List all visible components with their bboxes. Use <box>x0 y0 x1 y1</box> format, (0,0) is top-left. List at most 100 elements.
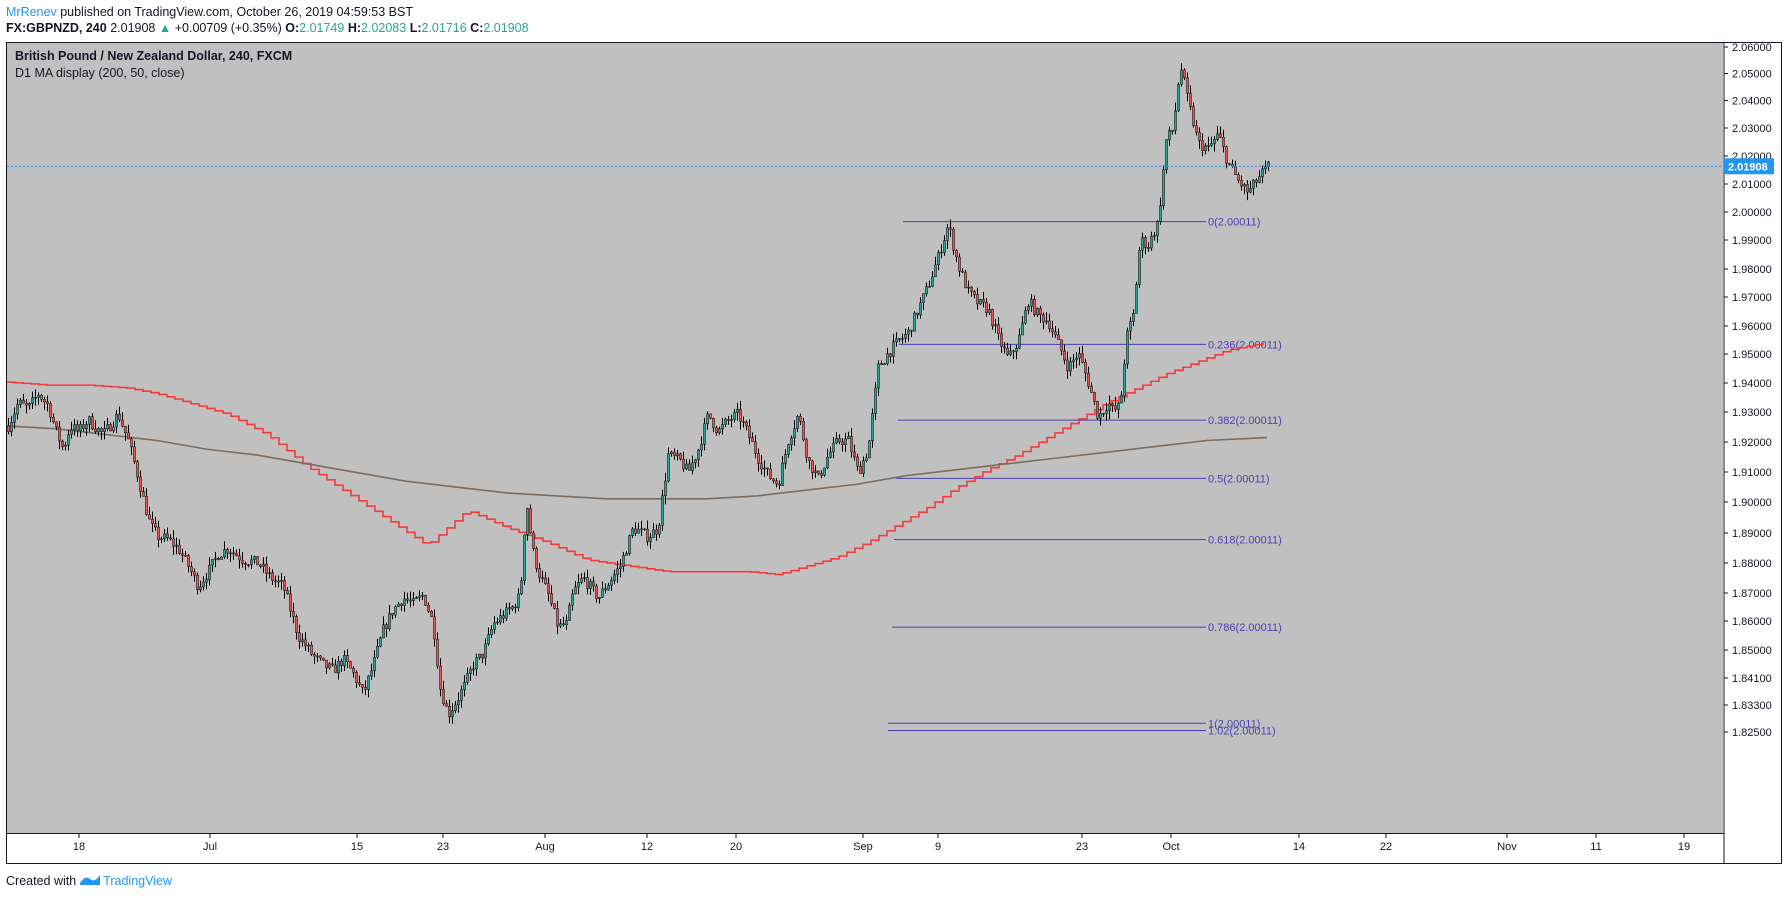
candle-body <box>823 467 826 476</box>
candle-body <box>541 577 544 579</box>
candle-body <box>811 460 814 473</box>
candle-body <box>784 454 787 464</box>
candle-body <box>322 657 325 661</box>
candle-body <box>94 428 97 433</box>
candle-body <box>289 593 292 612</box>
candle-body <box>1171 130 1174 132</box>
candle-body <box>1183 69 1186 79</box>
candle-body <box>76 424 79 432</box>
fib-level-label: 0.786(2.00011) <box>1208 622 1282 634</box>
time-tick-label: 11 <box>1590 841 1601 853</box>
candle-body <box>580 578 583 583</box>
candle-body <box>298 632 301 643</box>
chart-container[interactable]: 0(2.00011) 0.236(2.00011) 0.382(2.00011) 0.… <box>6 42 1782 869</box>
candle-body <box>583 577 586 579</box>
tradingview-link[interactable]: TradingView <box>103 873 172 888</box>
candle-body <box>1000 333 1003 347</box>
candle-body <box>868 440 871 459</box>
candle-body <box>817 470 820 474</box>
candle-body <box>1117 402 1120 410</box>
candle-body <box>907 329 910 335</box>
price-tag-box <box>1724 158 1774 175</box>
candle-body <box>715 427 718 433</box>
candle-body <box>460 689 463 701</box>
candle-body <box>172 538 175 547</box>
candle-body <box>478 653 481 659</box>
price-tick-label: 2.06000 <box>1732 42 1772 54</box>
candle-body <box>1249 187 1252 193</box>
candle-body <box>253 556 256 561</box>
candle-body <box>664 480 667 496</box>
fib-level-label: 1.02(2.00011) <box>1208 726 1276 738</box>
candle-body <box>499 615 502 623</box>
candle-body <box>535 548 538 569</box>
candle-body <box>754 441 757 454</box>
candle-body <box>1240 180 1243 187</box>
candle-body <box>1225 146 1228 164</box>
time-tick-label: 12 <box>641 841 653 853</box>
candle-body <box>1234 166 1237 175</box>
candle-body <box>274 580 277 582</box>
price-tick-label: 1.85000 <box>1732 645 1772 657</box>
candle-body <box>325 659 328 669</box>
candle-body <box>676 453 679 456</box>
candle-body <box>619 566 622 570</box>
candle-body <box>559 623 562 627</box>
candle-body <box>118 413 121 421</box>
price-tick-label: 1.86000 <box>1732 616 1772 628</box>
candle-body <box>883 363 886 366</box>
candle-body <box>1066 359 1069 372</box>
candle-body <box>169 537 172 540</box>
candle-body <box>19 399 22 405</box>
candle-body <box>106 424 109 430</box>
close-value: 2.01908 <box>483 21 529 35</box>
candle-body <box>688 463 691 471</box>
candle-body <box>562 623 565 626</box>
candle-body <box>745 421 748 427</box>
price-axis[interactable]: 2.060002.050002.040002.030002.020002.010… <box>1724 42 1772 739</box>
candle-body <box>1126 330 1129 365</box>
candle-body <box>982 299 985 303</box>
candle-body <box>181 553 184 556</box>
candle-body <box>925 286 928 294</box>
moving-averages <box>6 342 1268 576</box>
price-tick-label: 1.82500 <box>1732 727 1772 739</box>
plot-area[interactable] <box>7 43 1723 833</box>
candle-body <box>874 387 877 414</box>
candle-body <box>439 665 442 690</box>
time-tick-label: Jul <box>203 841 217 853</box>
candle-body <box>112 426 115 432</box>
candle-body <box>373 656 376 672</box>
candle-body <box>1075 357 1078 361</box>
candle-body <box>346 655 349 662</box>
price-chart[interactable]: 0(2.00011) 0.236(2.00011) 0.382(2.00011) 0.… <box>6 42 1782 864</box>
time-axis[interactable]: 18 Jul 15 23 Aug 12 20 Sep 9 23 Oct 14 22 Nov 11 19 <box>73 834 1690 853</box>
candle-body <box>1228 163 1231 165</box>
candle-body <box>7 425 10 433</box>
candle-body <box>475 657 478 670</box>
candle-body <box>121 419 124 427</box>
fib-retracement[interactable]: 0(2.00011) 0.236(2.00011) 0.382(2.00011) 0.… <box>888 217 1282 738</box>
price-tick-label: 1.91000 <box>1732 467 1772 479</box>
candle-body <box>814 470 817 473</box>
publish-info: MrRenev published on TradingView.com, Oc… <box>6 5 413 19</box>
candle-body <box>454 704 457 712</box>
candle-body <box>265 563 268 574</box>
candle-body <box>283 580 286 591</box>
candle-body <box>130 438 133 448</box>
candle-body <box>205 579 208 583</box>
candle-body <box>922 293 925 303</box>
candle-body <box>1090 385 1093 393</box>
price-tick-label: 1.93000 <box>1732 407 1772 419</box>
candle-body <box>40 395 43 400</box>
time-tick-label: Aug <box>535 841 555 853</box>
candle-body <box>706 413 709 424</box>
price-tick-label: 1.95000 <box>1732 349 1772 361</box>
author-link[interactable]: MrRenev <box>6 5 57 19</box>
candle-body <box>1138 250 1141 285</box>
candle-body <box>574 586 577 595</box>
candle-body <box>226 549 229 554</box>
price-tick-label: 2.04000 <box>1732 96 1772 108</box>
candle-body <box>766 467 769 470</box>
candle-body <box>769 468 772 480</box>
